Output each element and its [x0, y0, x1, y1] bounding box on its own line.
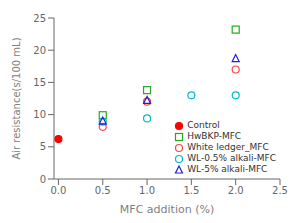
- svg-text:Air resistance(s/100 mL): Air resistance(s/100 mL): [11, 37, 22, 159]
- svg-text:1.0: 1.0: [139, 185, 155, 196]
- html-text:WL-5% alkali-MFC: WL-5% alkali-MFC: [187, 164, 268, 174]
- svg-text:5: 5: [40, 141, 46, 152]
- html-text:WL-0.5% alkali-MFC: WL-0.5% alkali-MFC: [187, 153, 276, 163]
- svg-text:0: 0: [40, 174, 46, 185]
- svg-text:25: 25: [33, 13, 46, 24]
- svg-text:10: 10: [33, 109, 46, 120]
- html-text:White ledger_MFC: White ledger_MFC: [187, 142, 269, 152]
- svg-text:1.5: 1.5: [183, 185, 199, 196]
- svg-text:0.0: 0.0: [50, 185, 66, 196]
- svg-text:2.0: 2.0: [228, 185, 244, 196]
- html-text:Control: Control: [187, 120, 220, 130]
- svg-text:20: 20: [33, 45, 46, 56]
- svg-text:MFC addition (%): MFC addition (%): [120, 203, 214, 215]
- svg-text:2.5: 2.5: [272, 185, 288, 196]
- svg-text:0.5: 0.5: [95, 185, 111, 196]
- svg-text:15: 15: [33, 77, 46, 88]
- html-text:HwBKP-MFC: HwBKP-MFC: [187, 131, 242, 141]
